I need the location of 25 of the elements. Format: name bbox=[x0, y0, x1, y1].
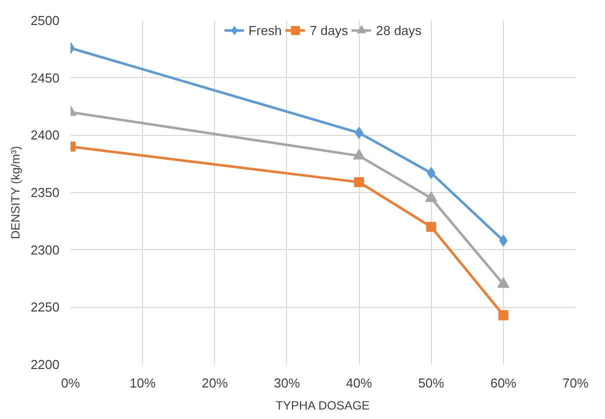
y-tick-label: 2350 bbox=[30, 185, 60, 200]
x-axis-title: TYPHA DOSAGE bbox=[276, 398, 370, 412]
x-tick-label: 50% bbox=[418, 376, 445, 390]
x-tick-label: 0% bbox=[61, 376, 80, 390]
point bbox=[354, 177, 364, 188]
x-tick-label: 40% bbox=[346, 376, 373, 390]
x-tick-label: 60% bbox=[490, 376, 517, 390]
x-tick-label: 30% bbox=[274, 376, 300, 390]
x-tick-label: 70% bbox=[562, 376, 589, 390]
y-tick-label: 2500 bbox=[30, 13, 60, 28]
legend-label: 28 days bbox=[376, 22, 422, 38]
point bbox=[354, 126, 364, 139]
x-tick-label: 20% bbox=[202, 376, 228, 390]
point bbox=[426, 222, 436, 232]
y-axis-title: DENSITY (kg/m³) bbox=[8, 146, 23, 240]
legend-label: Fresh bbox=[248, 22, 282, 38]
x-tick-label: 10% bbox=[130, 376, 156, 390]
legend-label: 7 days bbox=[310, 22, 348, 38]
point bbox=[499, 234, 508, 247]
y-tick-label: 2300 bbox=[30, 242, 60, 258]
y-tick-label: 2400 bbox=[30, 128, 60, 143]
point bbox=[498, 310, 508, 320]
y-tick-label: 2450 bbox=[30, 70, 60, 86]
y-tick-label: 2200 bbox=[30, 357, 60, 372]
y-tick-label: 2250 bbox=[30, 300, 60, 315]
